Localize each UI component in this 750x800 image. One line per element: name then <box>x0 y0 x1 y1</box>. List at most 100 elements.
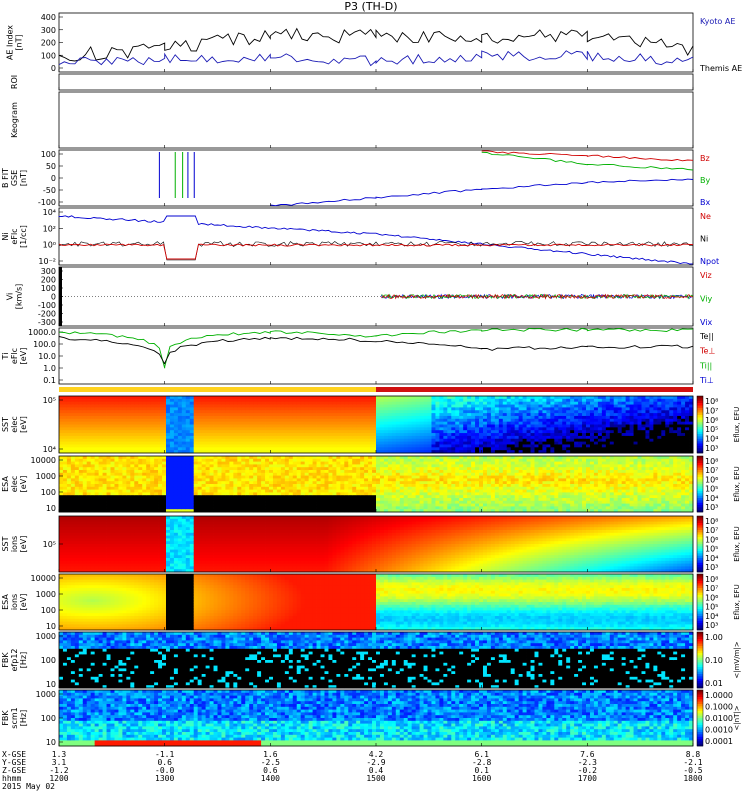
spectrogram-cell <box>158 398 163 403</box>
spectrogram-cell <box>284 447 290 451</box>
spectrogram-cell <box>276 492 282 496</box>
spectrogram-cell <box>621 447 627 451</box>
spectrogram-cell <box>498 404 504 408</box>
spectrogram-cell <box>253 410 258 414</box>
spectrogram-cell <box>213 415 218 420</box>
spectrogram-cell <box>399 441 405 445</box>
spectrogram-cell <box>94 475 100 479</box>
spectrogram-cell <box>494 413 500 417</box>
spectrogram-cell <box>189 433 195 437</box>
spectrogram-cell <box>360 433 365 437</box>
spectrogram-cell <box>300 404 306 408</box>
spectrogram-cell <box>308 500 313 504</box>
spectrogram-cell <box>435 450 440 454</box>
spectrogram-cell <box>352 401 357 405</box>
spectrogram-cell <box>229 475 234 479</box>
spectrogram-cell <box>146 444 151 448</box>
spectrogram-cell <box>546 421 551 425</box>
spectrogram-cell <box>237 484 242 488</box>
spectrogram-cell <box>276 415 282 420</box>
spectrogram-cell <box>150 396 155 400</box>
spectrogram-cell <box>447 407 452 411</box>
spectrogram-cell <box>62 447 68 451</box>
spectrogram-cell <box>332 495 337 499</box>
spectrogram-cell <box>403 467 409 471</box>
spectrogram-cell <box>415 404 420 408</box>
spectrogram-cell <box>308 475 313 479</box>
spectrogram-cell <box>506 438 512 442</box>
spectrogram-cell <box>78 413 84 417</box>
spectrogram-cell <box>205 495 210 499</box>
spectrogram-cell <box>689 413 694 417</box>
spectrogram-cell <box>102 472 107 476</box>
spectrogram-cell <box>498 424 504 428</box>
spectrogram-cell <box>681 438 686 442</box>
spectrogram-cell <box>308 478 313 482</box>
spectrogram-cell <box>106 467 111 471</box>
spectrogram-cell <box>272 418 278 423</box>
spectrogram-cell <box>158 489 163 493</box>
spectrogram-cell <box>376 470 381 474</box>
spectrogram-cell <box>257 470 262 474</box>
spectrogram-cell <box>280 433 286 437</box>
spectrogram-cell <box>550 401 555 405</box>
spectrogram-cell <box>276 421 282 425</box>
spectrogram-cell <box>62 472 68 476</box>
spectrogram-cell <box>685 415 690 420</box>
spectrogram-cell <box>292 498 298 502</box>
spectrogram-cell <box>66 418 72 423</box>
spectrogram-cell <box>280 489 286 493</box>
spectrogram-cell <box>399 509 405 513</box>
spectrogram-cell <box>261 464 266 468</box>
spectrogram-cell <box>526 398 531 403</box>
spectrogram-cell <box>637 415 642 420</box>
spectrogram-cell <box>518 438 524 442</box>
spectrogram-cell <box>181 404 187 408</box>
spectrogram-cell <box>562 441 567 445</box>
spectrogram-cell <box>181 415 187 420</box>
spectrogram-cell <box>661 444 666 448</box>
spectrogram-cell <box>94 435 100 440</box>
spectrogram-cell <box>383 424 389 428</box>
spectrogram-cell <box>233 410 238 414</box>
spectrogram-cell <box>146 461 151 465</box>
spectrogram-cell <box>280 495 286 499</box>
spectrogram-cell <box>364 418 369 423</box>
spectrogram-cell <box>427 435 432 440</box>
spectrogram-cell <box>498 421 504 425</box>
spectrogram-cell <box>316 456 321 460</box>
spectrogram-cell <box>459 396 464 400</box>
spectrogram-cell <box>391 441 397 445</box>
spectrogram-cell <box>272 441 278 445</box>
spectrogram-cell <box>605 396 611 400</box>
spectrogram-cell <box>197 475 203 479</box>
spectrogram-cell <box>593 444 599 448</box>
spectrogram-cell <box>142 503 147 507</box>
spectrogram-cell <box>344 413 349 417</box>
spectrogram-cell <box>130 461 135 465</box>
spectrogram-cell <box>98 444 103 448</box>
spectrogram-cell <box>197 438 203 442</box>
spectrogram-cell <box>280 424 286 428</box>
spectrogram-cell <box>617 410 623 414</box>
spectrogram-cell <box>177 447 183 451</box>
spectrogram-cell <box>300 498 306 502</box>
spectrogram-cell <box>589 396 595 400</box>
spectrogram-cell <box>193 506 199 510</box>
spectrogram-cell <box>451 415 456 420</box>
spectrogram-cell <box>379 470 385 474</box>
spectrogram-cell <box>173 407 179 411</box>
spectrogram-cell <box>368 398 373 403</box>
spectrogram-cell <box>316 407 321 411</box>
spectrogram-cell <box>304 495 310 499</box>
spectrogram-cell <box>641 430 646 434</box>
spectrogram-cell <box>578 413 583 417</box>
spectrogram-cell <box>475 421 480 425</box>
spectrogram-cell <box>280 401 286 405</box>
spectrogram-cell <box>316 444 321 448</box>
spectrogram-cell <box>621 435 627 440</box>
spectrogram-cell <box>288 407 294 411</box>
spectrogram-cell <box>661 441 666 445</box>
spectrogram-cell <box>443 415 448 420</box>
spectrogram-cell <box>364 464 369 468</box>
